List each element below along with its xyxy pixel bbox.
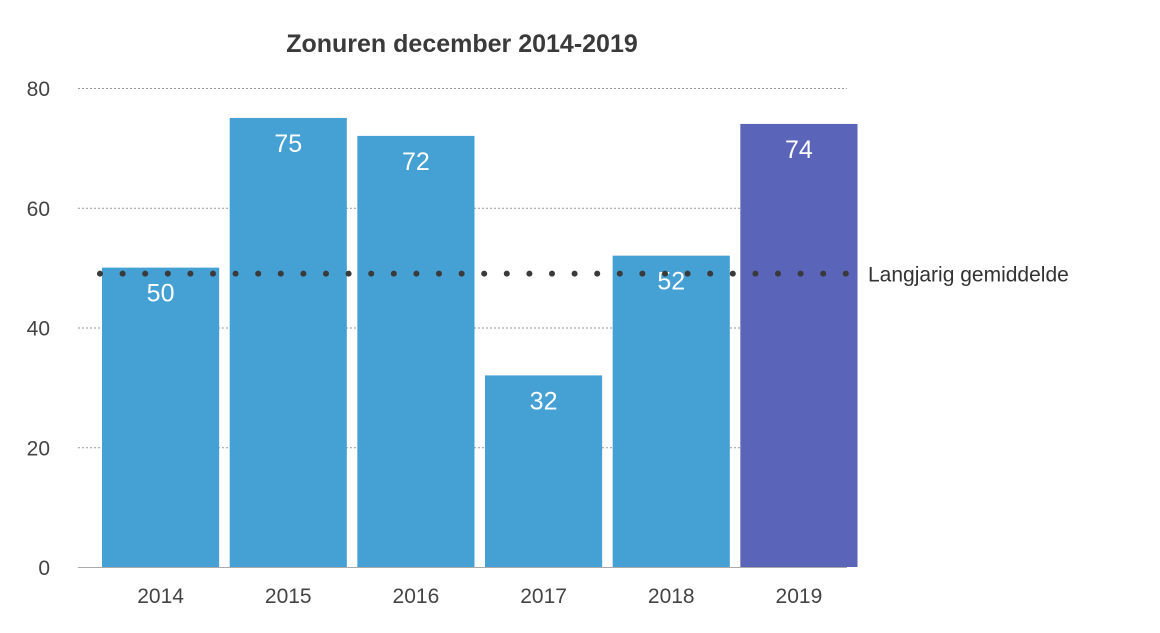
x-tick-label: 2014 [137, 585, 184, 608]
y-tick-label: 0 [38, 557, 50, 580]
reference-dot [142, 270, 149, 277]
data-label: 52 [657, 268, 685, 296]
reference-dot [684, 270, 691, 277]
reference-dot [368, 270, 375, 277]
bar-2018 [612, 255, 730, 567]
x-tick-label: 2018 [648, 585, 695, 608]
reference-dot [797, 270, 804, 277]
y-axis-ticks: 0 20 40 60 80 [27, 78, 50, 580]
reference-dot [775, 270, 781, 277]
reference-dot [436, 270, 442, 277]
y-tick-label: 40 [27, 318, 50, 341]
reference-dot [97, 270, 103, 277]
reference-dot [571, 270, 578, 277]
data-label: 74 [785, 136, 813, 164]
reference-dot [345, 270, 352, 277]
bar-2015 [229, 117, 347, 567]
x-axis-ticks: 2014 2015 2016 2017 2018 2019 [137, 585, 822, 608]
data-label: 75 [274, 130, 302, 158]
reference-dot [210, 270, 216, 277]
reference-dot [390, 270, 397, 277]
x-tick-label: 2019 [776, 585, 823, 608]
bar-2019 [740, 123, 858, 568]
reference-dot [707, 270, 714, 277]
reference-dot [526, 270, 533, 277]
reference-dot [481, 270, 488, 277]
chart-title: Zonuren december 2014-2019 [286, 30, 638, 58]
x-tick-label: 2015 [265, 585, 312, 608]
reference-dot [729, 270, 736, 277]
reference-dot [413, 270, 420, 277]
x-tick-label: 2016 [393, 585, 440, 608]
bar-2016 [357, 135, 475, 567]
data-label: 72 [402, 148, 430, 176]
reference-dot [503, 270, 510, 277]
reference-dot [820, 270, 827, 277]
data-label: 50 [147, 280, 175, 308]
reference-dot [662, 270, 668, 277]
reference-dot [164, 270, 171, 277]
reference-line [97, 270, 849, 277]
reference-dot [639, 270, 646, 277]
data-label: 32 [530, 387, 558, 415]
reference-dot [187, 270, 194, 277]
y-tick-label: 80 [27, 78, 50, 101]
y-tick-label: 60 [27, 198, 50, 221]
reference-dot [549, 270, 555, 277]
reference-dot [119, 270, 126, 277]
reference-line-label: Langjarig gemiddelde [868, 264, 1069, 287]
reference-dot [458, 270, 465, 277]
bar-2017 [485, 375, 603, 567]
reference-dot [300, 270, 307, 277]
bars: 50 75 72 32 52 74 [102, 117, 858, 568]
reference-dot [842, 270, 849, 277]
reference-dot [255, 270, 262, 277]
reference-dot [323, 270, 329, 277]
x-tick-label: 2017 [520, 585, 567, 608]
reference-dot [232, 270, 239, 277]
reference-dot [277, 270, 284, 277]
reference-dot [752, 270, 759, 277]
bar-2014 [102, 267, 220, 567]
reference-dot [616, 270, 623, 277]
reference-dot [594, 270, 601, 277]
y-tick-label: 20 [27, 437, 50, 460]
